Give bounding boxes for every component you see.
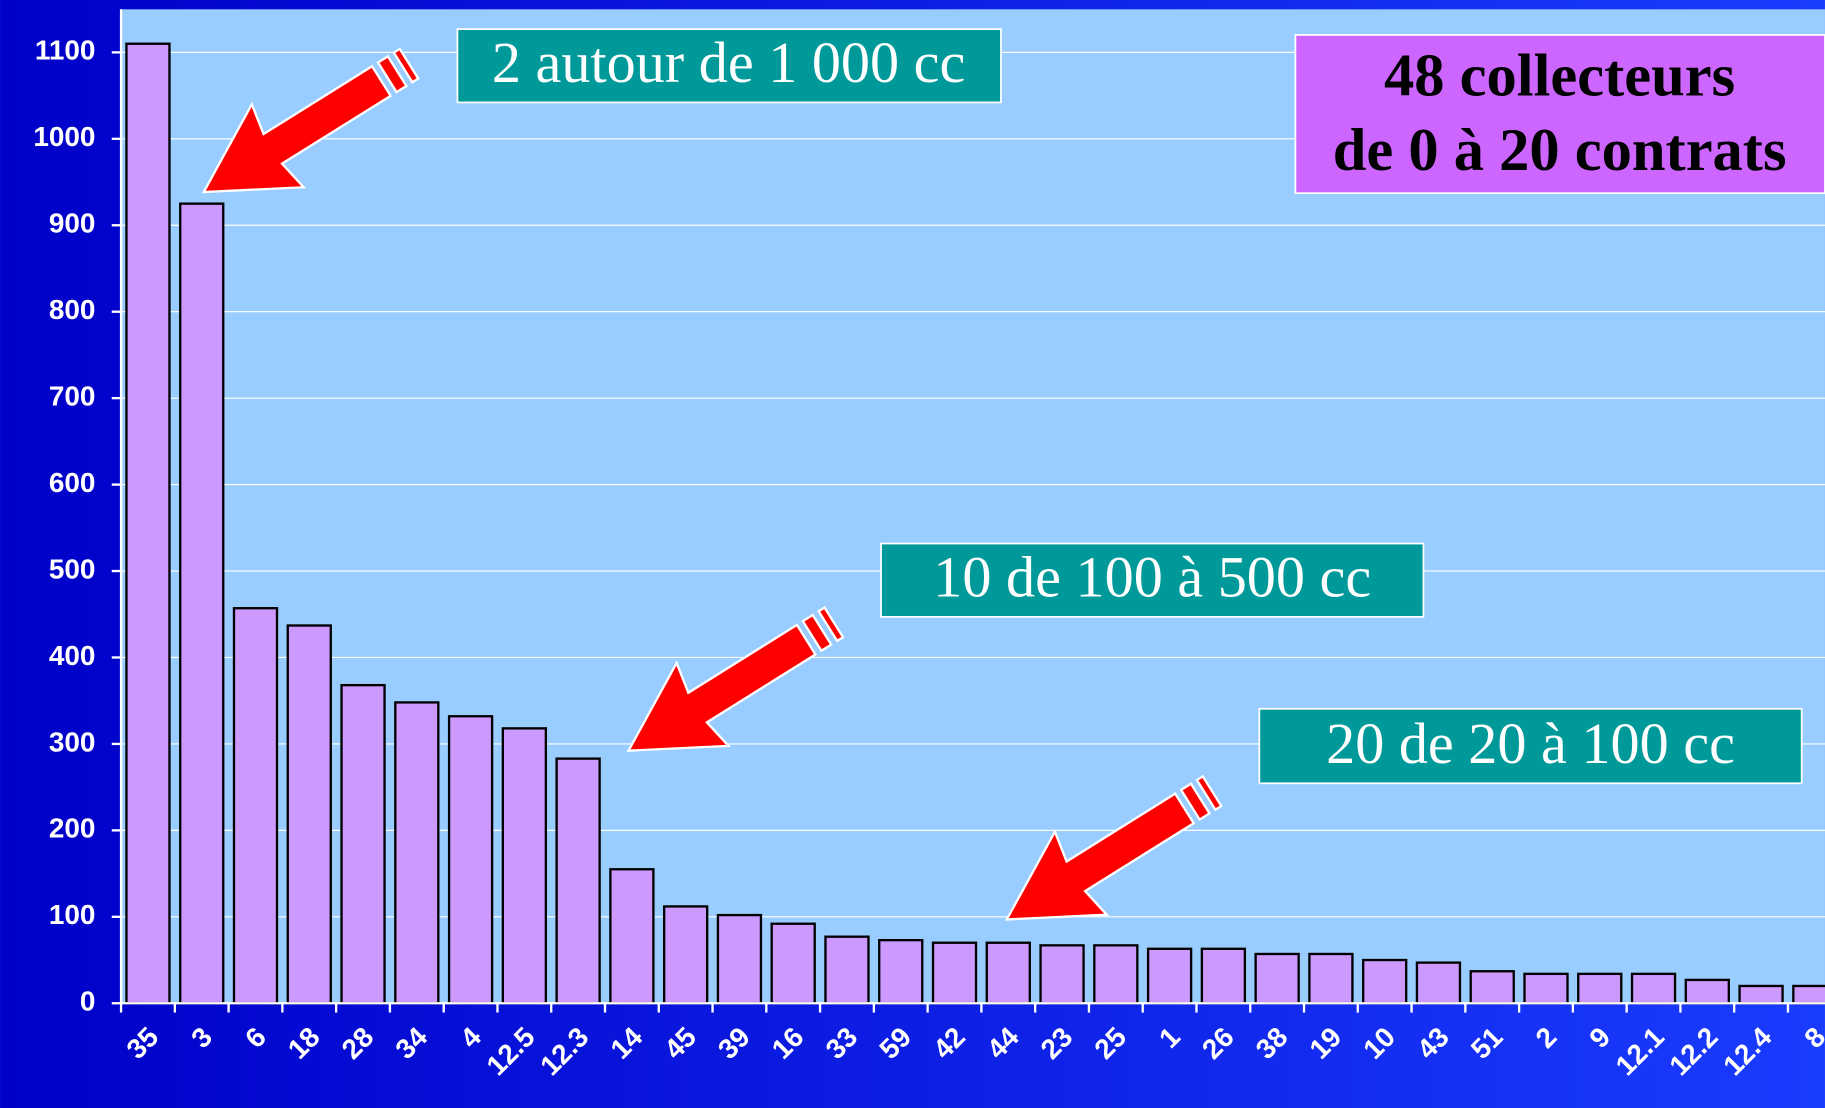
- bar: [1684, 978, 1730, 1005]
- bar: [1254, 952, 1300, 1005]
- bar: [609, 868, 655, 1005]
- bar: [340, 683, 386, 1005]
- callout: 2 autour de 1 000 cc: [492, 30, 965, 95]
- y-tick-label: 500: [49, 553, 96, 584]
- bar: [824, 935, 870, 1005]
- bar: [1577, 972, 1623, 1005]
- bar: [1093, 944, 1139, 1005]
- bar: [394, 701, 440, 1005]
- bar: [662, 905, 709, 1005]
- bar: [878, 938, 924, 1005]
- y-tick-label: 700: [49, 381, 96, 412]
- bar: [1146, 947, 1193, 1005]
- arrow: [201, 47, 420, 194]
- bar: [1308, 952, 1354, 1005]
- bar: [1415, 961, 1462, 1005]
- y-tick-label: 200: [49, 813, 96, 844]
- bar: [770, 922, 816, 1005]
- y-tick-label: 900: [49, 208, 96, 239]
- bar: [286, 624, 332, 1005]
- callout-box: [456, 28, 1002, 104]
- bar: [1469, 970, 1515, 1005]
- y-tick-label: 600: [49, 467, 96, 498]
- y-tick-label: 1000: [33, 121, 95, 152]
- bar: [1630, 972, 1677, 1005]
- callout-box: [1258, 707, 1803, 785]
- y-tick-label: 800: [49, 294, 96, 325]
- bar: [1523, 972, 1569, 1005]
- bar: [447, 715, 494, 1005]
- callout-box: [880, 542, 1425, 618]
- bar: [1738, 984, 1784, 1005]
- y-tick-label: 300: [49, 726, 96, 757]
- bar: [555, 757, 601, 1005]
- bar: [232, 607, 279, 1005]
- bar: [179, 202, 225, 1005]
- arrow: [626, 605, 845, 752]
- callout: 10 de 100 à 500 cc: [933, 544, 1371, 609]
- bar: [1362, 958, 1408, 1005]
- bar: [501, 727, 548, 1005]
- bar: [985, 941, 1031, 1005]
- y-tick-label: 1100: [35, 35, 96, 66]
- callout: 20 de 20 à 100 cc: [1326, 711, 1735, 776]
- bars: [125, 42, 1825, 1005]
- bar: [931, 941, 978, 1005]
- bar: [1039, 944, 1085, 1005]
- y-tick-label: 0: [80, 986, 96, 1017]
- bar: [1200, 947, 1247, 1005]
- bar: [716, 913, 763, 1005]
- y-tick-label: 400: [49, 640, 96, 671]
- info-box: [1294, 34, 1825, 195]
- y-tick-label: 100: [49, 899, 96, 930]
- bar: [1792, 984, 1825, 1005]
- arrow: [1004, 774, 1223, 921]
- info-text: de 0 à 20 contrats: [1333, 117, 1787, 184]
- bar: [125, 42, 171, 1005]
- info-text: 48 collecteurs: [1384, 42, 1735, 109]
